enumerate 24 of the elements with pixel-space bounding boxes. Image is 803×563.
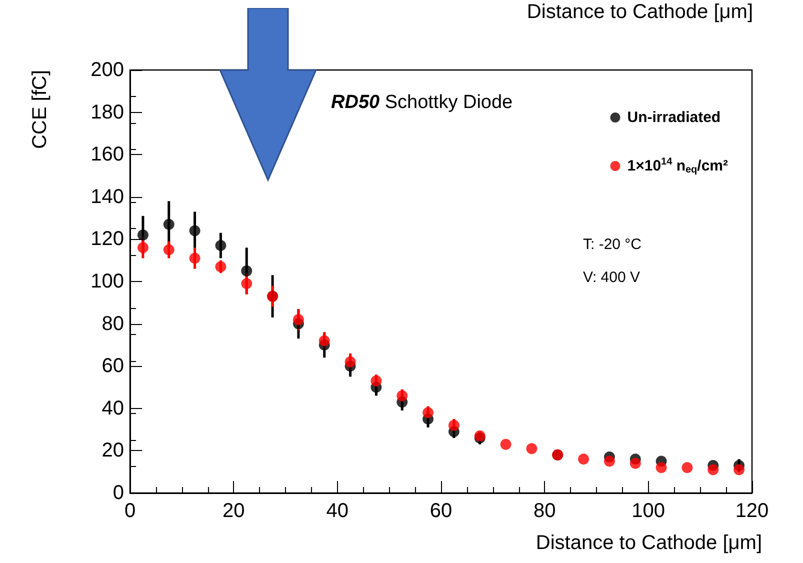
text: Distance to Cathode [μm] <box>526 1 754 23</box>
x-tick-label: 40 <box>326 500 348 522</box>
y-tick-label: 0 <box>112 482 124 504</box>
y-tick-label: 40 <box>102 397 124 420</box>
annotation: V: 400 V <box>583 269 640 286</box>
legend-label: Un-irradiated <box>627 109 721 126</box>
x-tick-label: 100 <box>632 500 666 522</box>
x-tick-label: 120 <box>735 500 769 522</box>
x-axis-title: Distance to Cathode [μm] <box>536 532 762 554</box>
x-tick-label: 60 <box>430 500 452 522</box>
y-tick-label: 120 <box>90 228 124 250</box>
y-tick-label: 200 <box>90 59 124 81</box>
x-tick-label: 80 <box>534 500 556 522</box>
y-tick-label: 160 <box>90 144 124 166</box>
x-tick-label: 20 <box>222 500 245 522</box>
y-tick-label: 20 <box>102 440 124 462</box>
annotation: T: -20 °C <box>583 236 642 253</box>
y-tick-label: 140 <box>90 186 124 208</box>
y-axis-title: CCE [fC] <box>29 70 51 149</box>
text: RD50 Schottky Diode <box>331 92 513 113</box>
y-tick-label: 180 <box>90 101 124 124</box>
y-tick-label: 80 <box>102 312 124 335</box>
y-tick-label: 100 <box>90 270 124 292</box>
y-tick-label: 60 <box>102 355 124 378</box>
